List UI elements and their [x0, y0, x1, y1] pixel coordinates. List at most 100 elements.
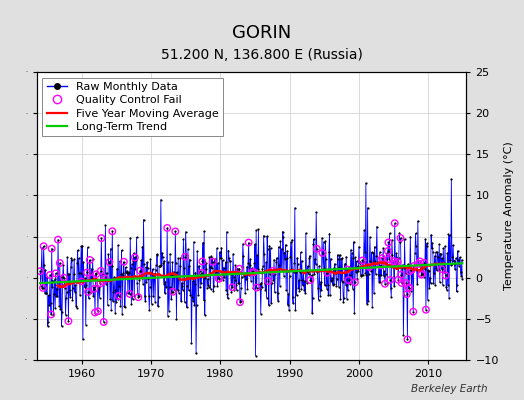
Point [398, 280, 406, 286]
Point [381, 281, 389, 287]
Point [80, 284, 89, 290]
Point [363, 301, 371, 307]
Point [308, 310, 316, 316]
Point [41, 267, 50, 273]
Point [51, 270, 60, 276]
Point [286, 273, 294, 279]
Point [195, 268, 204, 274]
Point [319, 250, 327, 256]
Point [56, 260, 64, 266]
Point [155, 294, 163, 300]
Point [93, 277, 101, 283]
Point [215, 276, 223, 282]
Point [440, 264, 448, 270]
Point [371, 258, 379, 264]
Point [276, 238, 285, 245]
Point [328, 277, 336, 283]
Point [195, 262, 203, 269]
Point [252, 227, 260, 233]
Point [379, 245, 387, 252]
Point [54, 279, 63, 285]
Point [275, 244, 283, 250]
Point [203, 276, 212, 282]
Point [79, 259, 88, 266]
Point [402, 280, 410, 286]
Point [85, 257, 94, 263]
Point [420, 260, 429, 266]
Point [330, 265, 338, 271]
Point [105, 259, 114, 265]
Point [170, 287, 179, 293]
Point [82, 282, 91, 288]
Point [144, 276, 152, 282]
Point [265, 242, 274, 249]
Point [230, 273, 238, 280]
Point [393, 254, 401, 261]
Point [292, 269, 300, 276]
Point [96, 268, 105, 274]
Point [285, 307, 293, 313]
Point [383, 250, 391, 256]
Point [227, 288, 235, 295]
Point [133, 234, 141, 240]
Point [385, 256, 393, 262]
Point [251, 241, 259, 247]
Point [453, 248, 462, 254]
Point [172, 260, 180, 266]
Point [369, 250, 378, 256]
Point [336, 296, 345, 302]
Point [320, 239, 328, 245]
Point [191, 281, 199, 288]
Point [432, 265, 441, 271]
Point [250, 260, 259, 266]
Point [216, 254, 224, 261]
Point [115, 293, 123, 299]
Point [224, 247, 233, 254]
Point [253, 284, 261, 291]
Point [147, 270, 155, 276]
Point [67, 255, 75, 261]
Point [115, 293, 123, 299]
Point [451, 261, 460, 267]
Point [394, 259, 402, 265]
Point [245, 272, 254, 278]
Point [116, 258, 124, 264]
Point [75, 270, 84, 276]
Point [206, 286, 215, 292]
Point [355, 260, 364, 266]
Point [36, 268, 45, 274]
Point [241, 270, 249, 277]
Point [280, 273, 288, 279]
Point [442, 284, 450, 290]
Point [258, 284, 266, 290]
Point [187, 340, 195, 346]
Point [377, 262, 385, 269]
Point [48, 246, 56, 252]
Point [264, 278, 272, 284]
Point [253, 252, 261, 258]
Point [313, 246, 321, 252]
Point [303, 280, 311, 286]
Point [360, 227, 368, 233]
Point [356, 272, 365, 278]
Point [425, 285, 433, 292]
Point [283, 248, 291, 254]
Point [456, 269, 465, 275]
Point [400, 292, 408, 298]
Point [70, 270, 78, 277]
Point [440, 269, 449, 276]
Point [205, 254, 214, 261]
Point [416, 258, 424, 265]
Point [165, 283, 173, 290]
Point [242, 276, 250, 282]
Point [220, 274, 228, 280]
Point [307, 278, 315, 284]
Point [128, 261, 136, 267]
Point [325, 249, 333, 255]
Point [327, 278, 335, 284]
Point [443, 250, 452, 257]
Point [78, 242, 86, 249]
Point [294, 277, 303, 284]
Point [175, 275, 183, 282]
Point [209, 258, 217, 265]
